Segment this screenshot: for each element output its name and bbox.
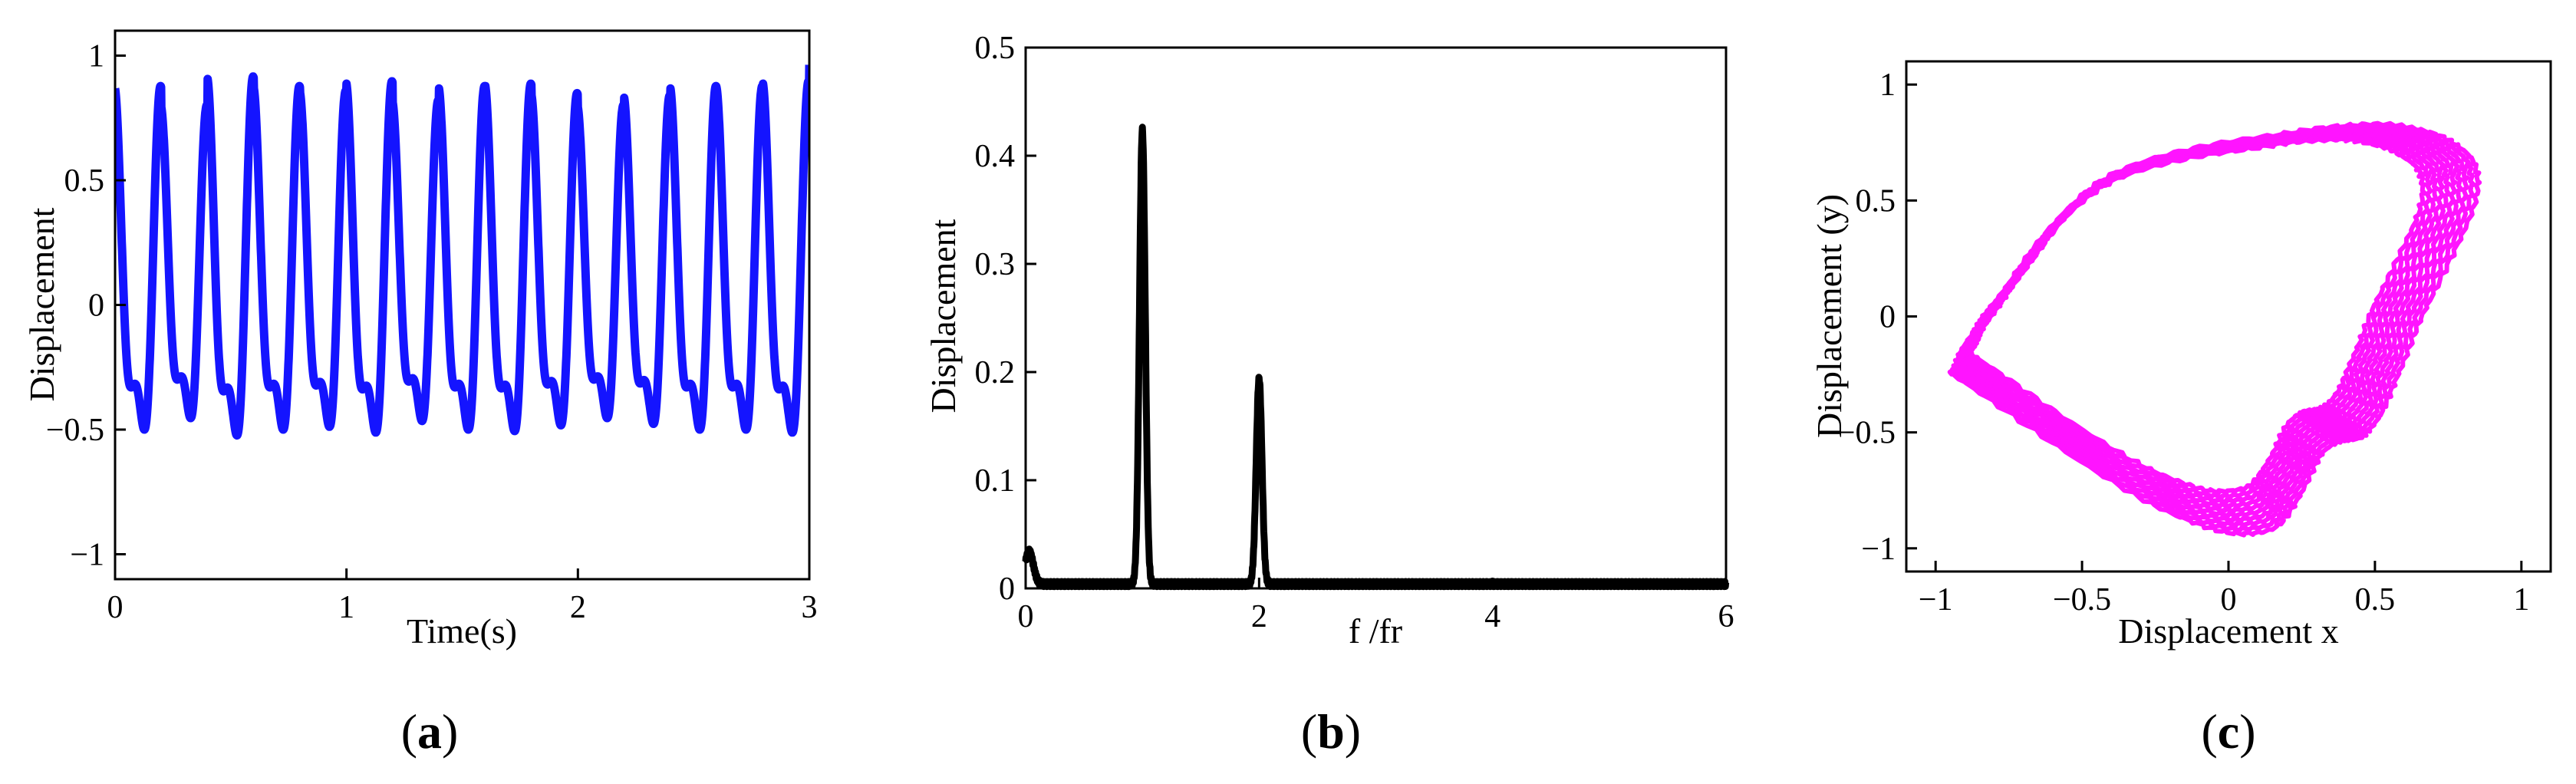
- panel-c-loop: [1952, 125, 2474, 531]
- panel-b-spectrum-line: [1026, 127, 1726, 587]
- panel-c-x-tick-label: 1: [2513, 582, 2529, 618]
- panel-b-y-tick-label: 0.1: [975, 463, 1016, 499]
- panel-b-axes-frame: [1026, 48, 1726, 588]
- panel-b-y-tick-label: 0.3: [975, 247, 1016, 282]
- panel-a-y-tick-label: 0: [88, 288, 104, 324]
- panel-c-y-tick-label: −1: [1861, 532, 1896, 567]
- panel-a-y-tick-label: 0.5: [64, 163, 105, 199]
- panel-c-x-axis-label: Displacement x: [2118, 611, 2338, 651]
- panel-a-label: (a): [401, 704, 459, 759]
- panel-a-y-axis-label: Displacement: [22, 207, 61, 401]
- panel-c-x-tick-label: 0.5: [2355, 582, 2396, 618]
- panel-b-y-tick-label: 0.2: [975, 355, 1016, 390]
- panel-a-series-line: [115, 65, 809, 436]
- panel-b-ticks: 0 2 4 6 0 0.1 0.2 0.3 0.4 0.5: [975, 31, 1734, 634]
- panel-c-y-axis-label: Displacement (y): [1810, 194, 1849, 438]
- panel-b-y-tick-label: 0: [999, 572, 1015, 607]
- panel-b-plot-area: [1026, 127, 1726, 587]
- panel-b-label: (b): [1301, 704, 1361, 759]
- panel-a: 0 1 2 3 −1 −0.5 0 0.5 1 Time(s) Displacement (a): [22, 31, 818, 759]
- panel-b-x-axis-label: f /fr: [1349, 611, 1402, 651]
- panel-b-y-tick-label: 0.4: [975, 139, 1016, 174]
- panel-c-plot-area: [1950, 124, 2480, 535]
- panel-b-x-tick-label: 4: [1484, 599, 1500, 634]
- panel-c-label: (c): [2201, 704, 2255, 759]
- panel-a-x-tick-label: 3: [802, 590, 818, 625]
- panel-a-x-axis-label: Time(s): [407, 611, 517, 651]
- panel-c-y-tick-label: 1: [1879, 68, 1896, 103]
- panel-b-y-axis-label: Displacement: [924, 219, 963, 413]
- panel-b-x-tick-label: 0: [1018, 599, 1034, 634]
- panel-a-y-tick-label: −0.5: [46, 413, 104, 448]
- panel-c-loop: [1968, 137, 2430, 497]
- panel-a-x-tick-label: 1: [338, 590, 354, 625]
- panel-a-y-tick-label: −1: [70, 538, 104, 573]
- panel-b-y-tick-label: 0.5: [975, 31, 1016, 66]
- panel-a-x-tick-label: 2: [570, 590, 586, 625]
- panel-b-x-tick-label: 2: [1251, 599, 1267, 634]
- panel-c-y-tick-label: 0: [1879, 300, 1896, 335]
- panel-a-x-tick-label: 0: [107, 590, 124, 625]
- panel-c-x-tick-label: −1: [1919, 582, 1953, 618]
- panel-a-plot-area: [115, 65, 809, 436]
- panel-a-y-tick-label: 1: [88, 39, 104, 74]
- panel-b-x-tick-label: 6: [1718, 599, 1734, 634]
- panel-c-y-tick-label: 0.5: [1856, 183, 1896, 219]
- panel-c-x-tick-label: −0.5: [2053, 582, 2111, 618]
